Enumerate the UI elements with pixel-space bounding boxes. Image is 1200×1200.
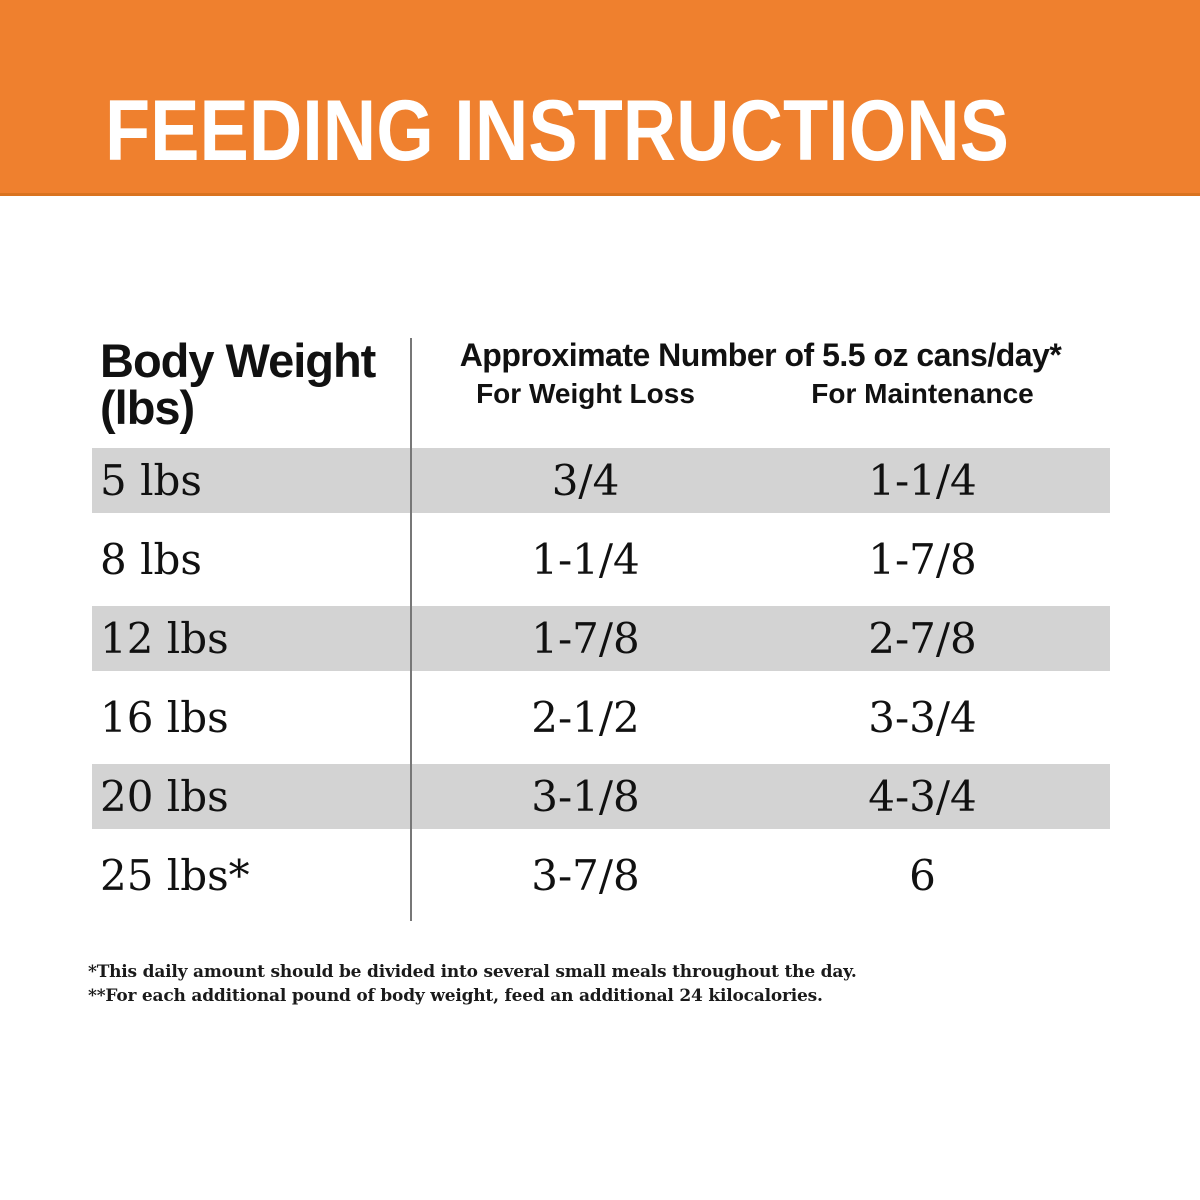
table-header-row: Body Weight (lbs) Approximate Number of …: [92, 335, 1110, 448]
footnotes: *This daily amount should be divided int…: [88, 960, 857, 1008]
table-row: 16 lbs 2-1/2 3-3/4: [92, 671, 1110, 764]
maintenance-cell: 1-7/8: [868, 535, 977, 584]
table-row: 8 lbs 1-1/4 1-7/8: [92, 513, 1110, 606]
weight-loss-cell: 1-7/8: [531, 614, 640, 663]
table-row: 12 lbs 1-7/8 2-7/8: [92, 606, 1110, 671]
footnote-daily-amount: *This daily amount should be divided int…: [88, 962, 857, 982]
page-title: FEEDING INSTRUCTIONS: [105, 83, 1009, 179]
body-weight-cell: 25 lbs*: [100, 850, 250, 900]
table-row: 20 lbs 3-1/8 4-3/4: [92, 764, 1110, 829]
weight-loss-column-header: For Weight Loss: [476, 378, 695, 409]
maintenance-cell: 4-3/4: [868, 772, 977, 821]
maintenance-cell: 3-3/4: [868, 693, 977, 742]
body-weight-header-line1: Body Weight: [100, 334, 376, 387]
weight-loss-cell: 3-7/8: [531, 850, 640, 900]
maintenance-cell: 6: [909, 850, 936, 900]
column-divider: [410, 338, 412, 921]
weight-loss-cell: 3/4: [551, 456, 620, 505]
maintenance-cell: 2-7/8: [868, 614, 977, 663]
cans-per-day-header-group: Approximate Number of 5.5 oz cans/day* F…: [411, 335, 1110, 448]
sub-header-row: For Weight Loss For Maintenance: [411, 378, 1110, 410]
body-weight-cell: 5 lbs: [100, 456, 202, 505]
body-weight-cell: 12 lbs: [100, 614, 229, 663]
weight-loss-cell: 2-1/2: [531, 693, 640, 742]
header-banner: FEEDING INSTRUCTIONS: [0, 0, 1200, 196]
body-weight-cell: 20 lbs: [100, 772, 229, 821]
cans-per-day-header: Approximate Number of 5.5 oz cans/day*: [459, 337, 1062, 373]
table-body: 5 lbs 3/4 1-1/4 8 lbs 1-1/4 1-7/8 12 lbs…: [92, 448, 1110, 921]
table-row: 25 lbs* 3-7/8 6: [92, 829, 1110, 921]
weight-loss-cell: 3-1/8: [531, 772, 640, 821]
body-weight-column-header: Body Weight (lbs): [92, 335, 411, 448]
body-weight-header-line2: (lbs): [100, 381, 195, 434]
feeding-table: Body Weight (lbs) Approximate Number of …: [92, 335, 1110, 921]
maintenance-cell: 1-1/4: [868, 456, 977, 505]
table-row: 5 lbs 3/4 1-1/4: [92, 448, 1110, 513]
footnote-additional-weight: **For each additional pound of body weig…: [88, 986, 823, 1006]
maintenance-column-header: For Maintenance: [811, 378, 1034, 409]
body-weight-cell: 8 lbs: [100, 535, 202, 584]
weight-loss-cell: 1-1/4: [531, 535, 640, 584]
body-weight-cell: 16 lbs: [100, 693, 229, 742]
